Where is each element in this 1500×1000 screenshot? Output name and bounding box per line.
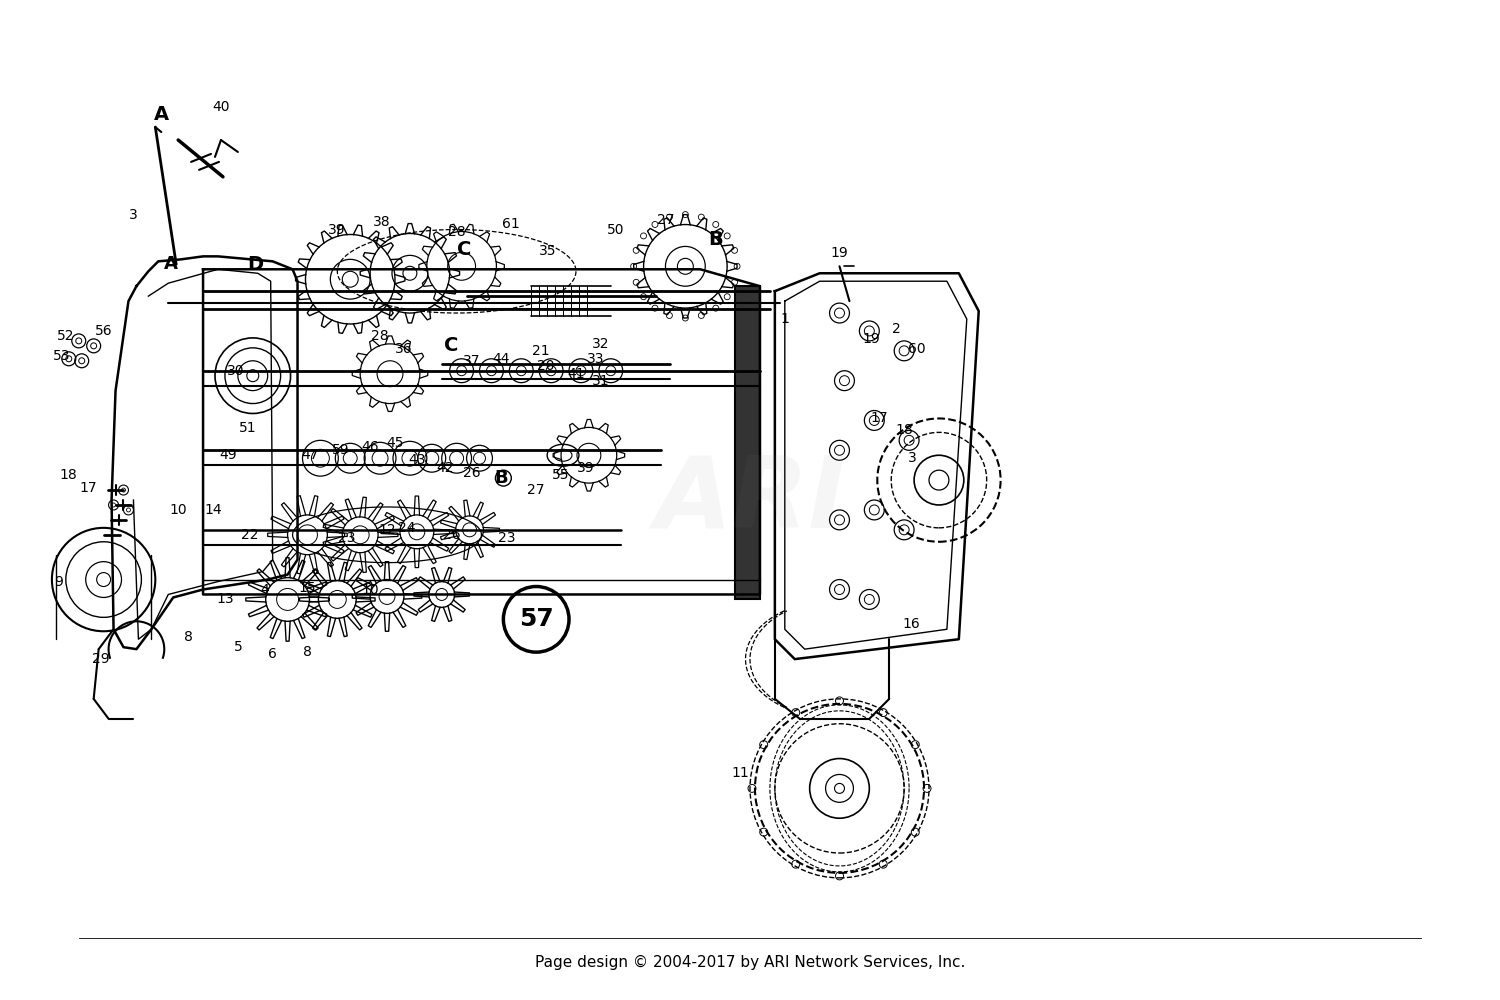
Text: 57: 57 (519, 607, 554, 631)
Text: 6: 6 (268, 647, 278, 661)
Text: 40: 40 (211, 100, 230, 114)
Text: A: A (165, 255, 178, 273)
Text: 53: 53 (53, 349, 70, 363)
Text: 2: 2 (892, 322, 900, 336)
Text: 22: 22 (242, 528, 258, 542)
Text: 13: 13 (216, 592, 234, 606)
Text: B: B (495, 469, 508, 487)
Polygon shape (735, 286, 760, 599)
Text: 5: 5 (234, 640, 242, 654)
Text: 26: 26 (442, 528, 460, 542)
Text: 3: 3 (129, 208, 138, 222)
Text: C: C (444, 336, 459, 355)
Text: 17: 17 (80, 481, 98, 495)
Text: 28: 28 (372, 329, 388, 343)
Text: B: B (708, 230, 723, 249)
Text: 39: 39 (327, 223, 345, 237)
Text: 29: 29 (92, 652, 110, 666)
Text: 27: 27 (657, 213, 674, 227)
Text: 42: 42 (436, 461, 453, 475)
Text: 43: 43 (408, 453, 426, 467)
Text: 41: 41 (567, 367, 585, 381)
Text: 36: 36 (394, 342, 412, 356)
Text: 45: 45 (386, 436, 404, 450)
Text: 1: 1 (780, 312, 789, 326)
Text: 28: 28 (448, 225, 465, 238)
Text: 11: 11 (730, 766, 748, 780)
Text: 50: 50 (608, 223, 624, 237)
Text: 56: 56 (94, 324, 112, 338)
Text: 46: 46 (362, 440, 380, 454)
Text: C: C (458, 240, 472, 259)
Text: 23: 23 (339, 531, 356, 545)
Text: 49: 49 (219, 448, 237, 462)
Text: 30: 30 (226, 364, 244, 378)
Text: 17: 17 (870, 411, 888, 425)
Text: 51: 51 (238, 421, 256, 435)
Text: 8: 8 (303, 645, 312, 659)
Text: 8: 8 (183, 630, 192, 644)
Text: 20: 20 (537, 359, 555, 373)
Text: ARI: ARI (654, 452, 846, 548)
Text: 38: 38 (374, 215, 392, 229)
Text: 10: 10 (362, 582, 380, 596)
Text: 32: 32 (592, 337, 609, 351)
Text: 12: 12 (378, 523, 396, 537)
Text: 3: 3 (908, 451, 916, 465)
Text: 18: 18 (60, 468, 78, 482)
Text: 23: 23 (498, 531, 514, 545)
Text: 35: 35 (540, 244, 556, 258)
Text: 39: 39 (578, 461, 594, 475)
Text: 14: 14 (204, 503, 222, 517)
Text: 61: 61 (503, 217, 520, 231)
Text: 15: 15 (298, 581, 316, 595)
Text: 9: 9 (54, 575, 63, 589)
Text: 37: 37 (464, 354, 480, 368)
Text: 44: 44 (492, 352, 510, 366)
Text: 18: 18 (896, 423, 914, 437)
Text: 31: 31 (592, 374, 609, 388)
Text: 21: 21 (532, 344, 550, 358)
Text: 19: 19 (831, 246, 849, 260)
Text: Page design © 2004-2017 by ARI Network Services, Inc.: Page design © 2004-2017 by ARI Network S… (536, 955, 964, 970)
Text: 19: 19 (862, 332, 880, 346)
Text: 52: 52 (57, 329, 75, 343)
Text: 16: 16 (902, 617, 920, 631)
Text: 4: 4 (261, 582, 268, 596)
Text: 27: 27 (528, 483, 544, 497)
Text: D: D (248, 255, 264, 274)
Text: 55: 55 (552, 468, 570, 482)
Text: 26: 26 (462, 466, 480, 480)
Text: 60: 60 (909, 342, 926, 356)
Text: 24: 24 (398, 521, 416, 535)
Text: A: A (153, 105, 170, 124)
Text: 33: 33 (586, 352, 604, 366)
Text: 10: 10 (170, 503, 188, 517)
Text: 47: 47 (302, 448, 320, 462)
Text: 59: 59 (332, 443, 350, 457)
